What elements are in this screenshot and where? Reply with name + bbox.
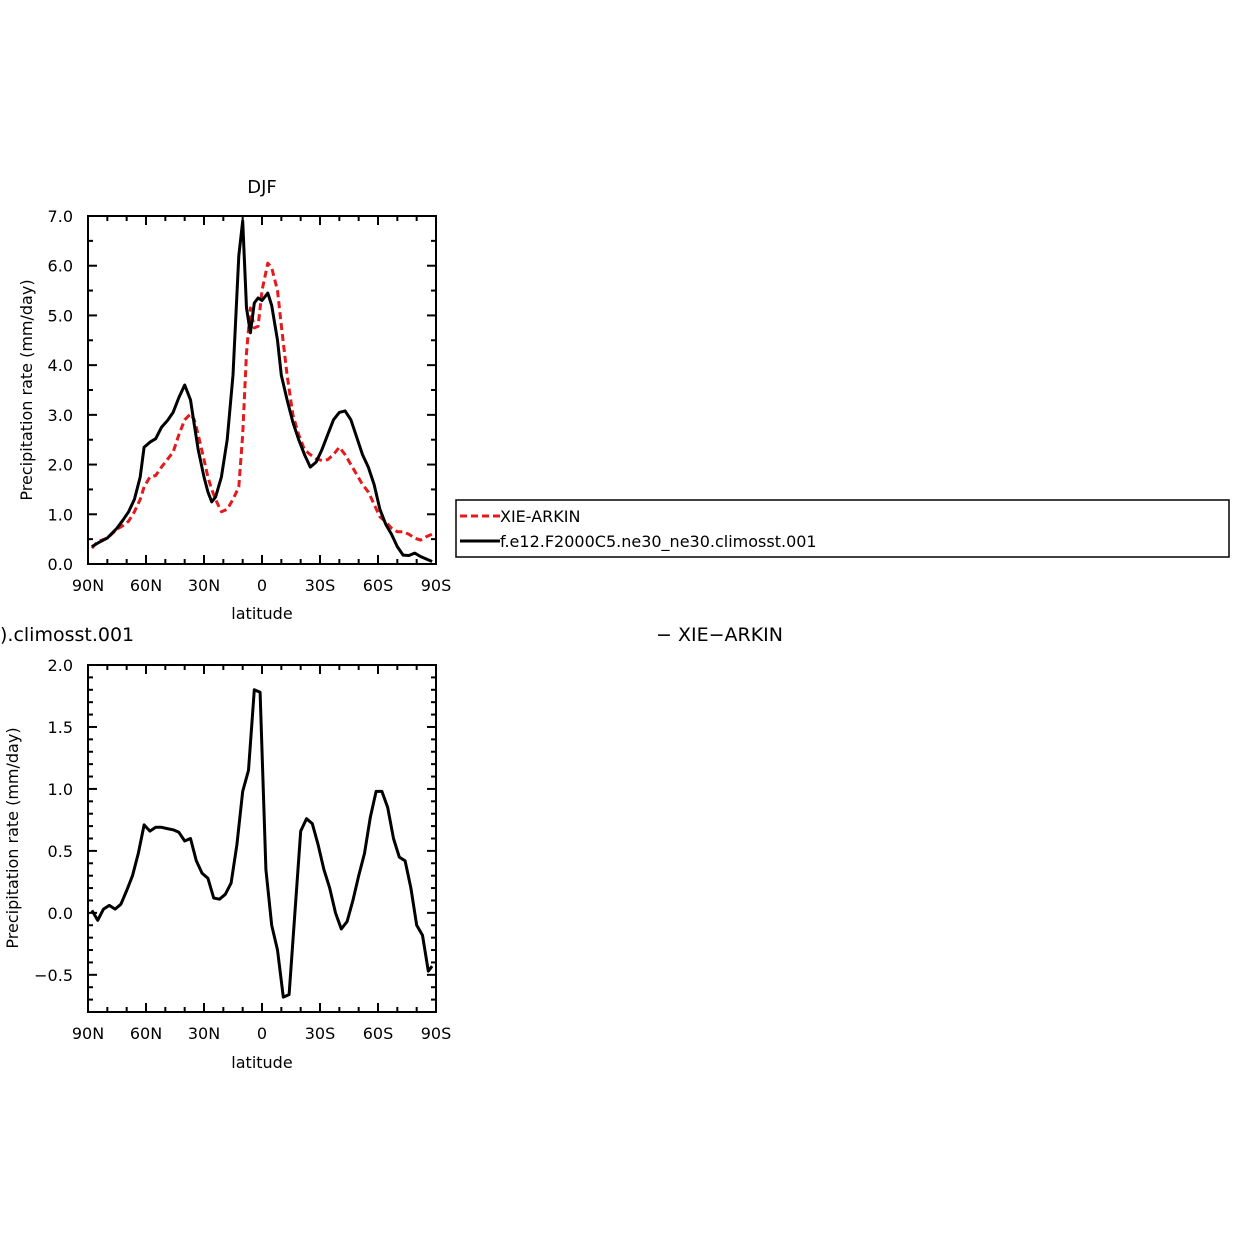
panel-difference: ).climosst.001 − XIE−ARKIN 90N 60N 30N 0 30S… xyxy=(0,624,783,1072)
x-tick-label: 60S xyxy=(363,576,394,595)
x-tick-label: 90N xyxy=(72,1024,104,1043)
y-tick-label: 2.0 xyxy=(48,656,73,675)
x-tick-label: 30N xyxy=(188,1024,220,1043)
legend-label-xie-arkin: XIE-ARKIN xyxy=(500,507,580,526)
y-tick-label: 7.0 xyxy=(48,207,73,226)
y-tick-label: 0.0 xyxy=(48,555,73,574)
panel2-title-right: − XIE−ARKIN xyxy=(656,624,783,646)
y-tick-label: 0.5 xyxy=(48,842,73,861)
panel1-series xyxy=(90,219,433,563)
y-tick-label: 5.0 xyxy=(48,306,73,325)
legend: XIE-ARKIN f.e12.F2000C5.ne30_ne30.climos… xyxy=(455,499,1230,558)
panel2-plot-frame xyxy=(87,664,437,1013)
x-tick-label: 90S xyxy=(421,1024,452,1043)
series-line-xie-arkin xyxy=(90,261,433,550)
panel1-xlabel: latitude xyxy=(231,604,292,623)
x-tick-label: 30S xyxy=(305,576,336,595)
y-tick-label: 1.5 xyxy=(48,718,73,737)
panel1-plot-frame xyxy=(87,215,437,565)
x-tick-label: 30N xyxy=(188,576,220,595)
y-tick-label: 4.0 xyxy=(48,356,73,375)
panel2-xlabel: latitude xyxy=(231,1053,292,1072)
y-tick-label: 3.0 xyxy=(48,406,73,425)
panel2-ticks: 90N 60N 30N 0 30S 60S 90S −0.5 0.0 0.5 1.0 1.5 2.0 xyxy=(34,656,451,1043)
x-tick-label: 90N xyxy=(72,576,104,595)
x-tick-label: 60S xyxy=(363,1024,394,1043)
x-tick-label: 30S xyxy=(305,1024,336,1043)
x-tick-label: 60N xyxy=(130,1024,162,1043)
panel2-series xyxy=(90,688,434,999)
x-tick-label: 0 xyxy=(257,1024,267,1043)
panel1-ylabel: Precipitation rate (mm/day) xyxy=(17,279,36,500)
panel1-ticks: 90N 60N 30N 0 30S 60S 90S 0.0 1.0 2.0 3.0 4.0 5.0 6.0… xyxy=(48,207,452,595)
series-line-difference xyxy=(90,688,434,999)
y-tick-label: 2.0 xyxy=(48,456,73,475)
series-line-f-e12-f2000c5-ne30-ne30-climosst-001 xyxy=(91,219,433,563)
x-tick-label: 0 xyxy=(257,576,267,595)
y-tick-label: 0.0 xyxy=(48,904,73,923)
panel2-ylabel: Precipitation rate (mm/day) xyxy=(3,727,22,948)
y-tick-label: −0.5 xyxy=(34,966,73,985)
y-tick-label: 1.0 xyxy=(48,505,73,524)
y-tick-label: 6.0 xyxy=(48,257,73,276)
panel1-title: DJF xyxy=(247,177,277,198)
x-tick-label: 60N xyxy=(130,576,162,595)
y-tick-label: 1.0 xyxy=(48,780,73,799)
legend-label-model: f.e12.F2000C5.ne30_ne30.climosst.001 xyxy=(500,532,817,552)
panel-djf: DJF 90N 60N 30N 0 30S 60S 90S 0.0 1.0 2.0 3.0 4.0 5.… xyxy=(17,177,451,623)
x-tick-label: 90S xyxy=(421,576,452,595)
legend-box xyxy=(455,499,1230,558)
panel2-title-left: ).climosst.001 xyxy=(0,624,134,646)
